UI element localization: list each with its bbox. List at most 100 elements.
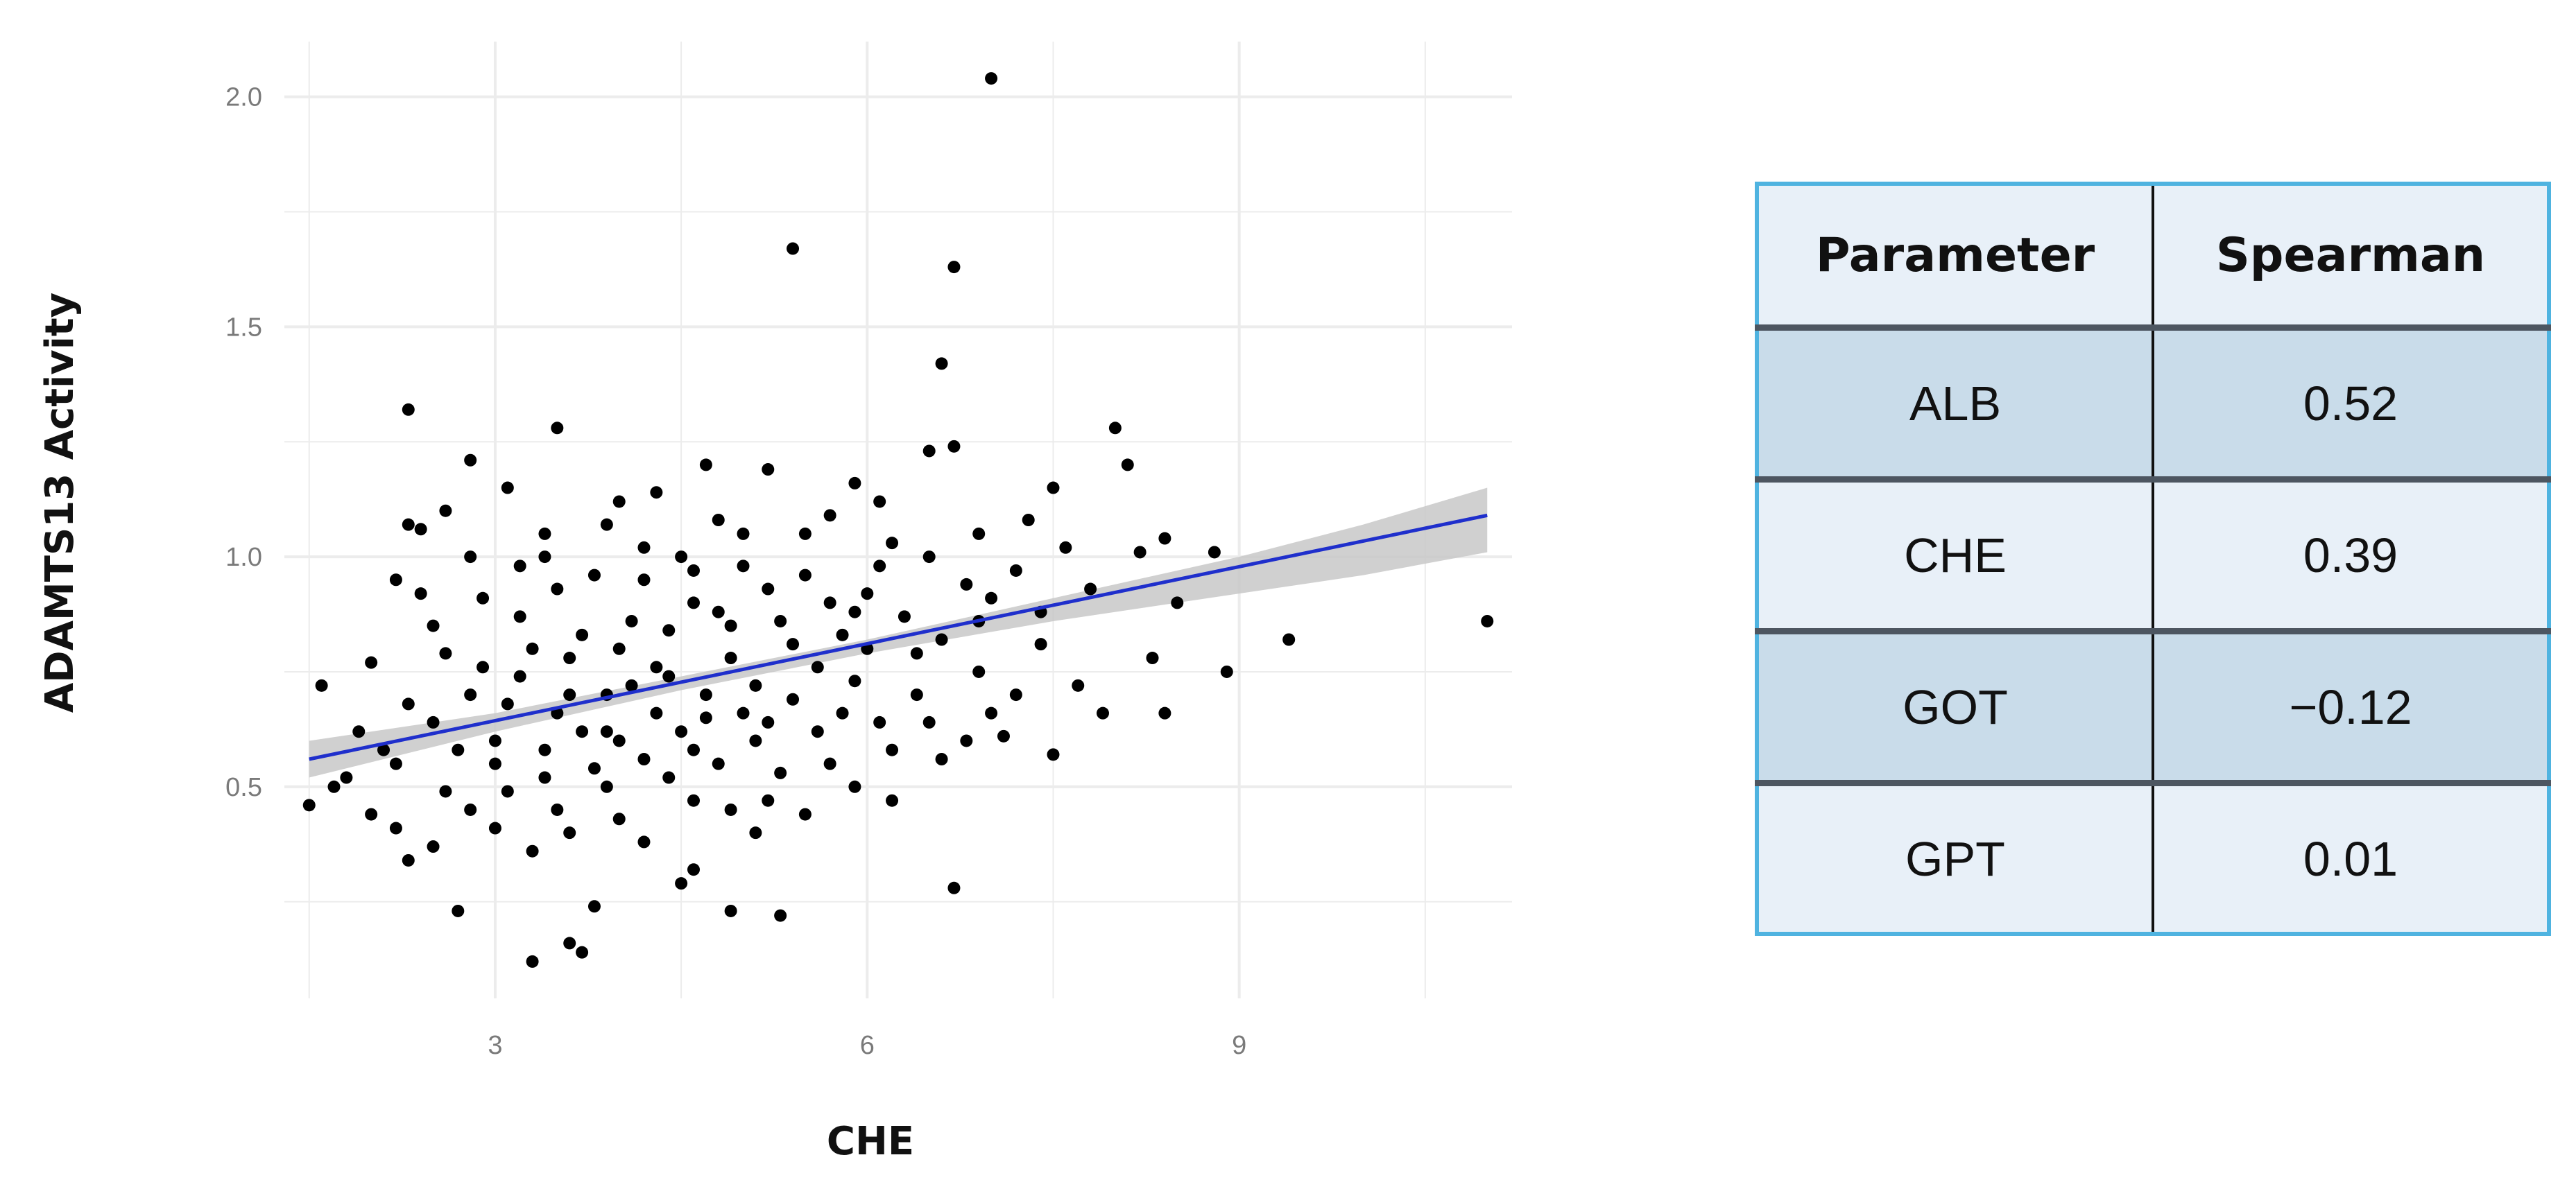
data-point <box>389 573 402 587</box>
spearman-cell: 0.39 <box>2153 476 2549 632</box>
data-point <box>650 486 663 499</box>
data-point <box>427 715 440 729</box>
data-point <box>488 734 501 747</box>
table-row: GOT −0.12 <box>1757 628 2549 783</box>
data-point <box>762 463 775 476</box>
data-point <box>947 881 961 894</box>
data-point <box>687 794 700 807</box>
data-point <box>662 771 676 784</box>
data-point <box>737 527 750 540</box>
data-point <box>898 610 911 623</box>
fit-line <box>309 513 1488 761</box>
data-point <box>749 679 762 692</box>
data-point <box>1034 638 1047 651</box>
y-tick-label: 0.5 <box>225 773 262 802</box>
data-point <box>787 242 800 255</box>
data-point <box>563 826 576 840</box>
data-point <box>886 794 899 807</box>
spearman-cell: 0.52 <box>2153 324 2549 480</box>
data-point <box>538 743 551 756</box>
data-point <box>402 518 415 531</box>
fit-line-layer <box>309 513 1488 761</box>
confidence-band <box>309 487 1488 778</box>
data-point <box>1171 596 1184 609</box>
data-point <box>637 753 651 765</box>
data-point <box>787 638 800 651</box>
data-point <box>997 729 1010 743</box>
data-point <box>576 725 589 738</box>
scatter-chart: 3 6 9 0.5 1.0 1.5 2.0 CHE ADAMTS13 Activity <box>37 42 1512 1164</box>
data-point <box>762 794 775 807</box>
data-point <box>712 757 725 770</box>
data-point <box>798 569 812 582</box>
data-point <box>538 550 551 564</box>
data-point <box>576 628 589 641</box>
data-point <box>1158 532 1171 545</box>
data-point <box>873 559 886 573</box>
data-point <box>675 725 688 738</box>
data-point <box>687 743 700 756</box>
data-point <box>526 955 539 968</box>
data-point <box>650 706 663 720</box>
table-row: CHE 0.39 <box>1757 476 2549 632</box>
data-point <box>811 661 824 674</box>
x-tick-label: 9 <box>1232 1031 1246 1060</box>
parameter-cell: GPT <box>1757 780 2154 934</box>
data-point <box>576 946 589 959</box>
data-point <box>1072 679 1085 692</box>
data-point <box>377 743 390 756</box>
data-point <box>488 757 501 770</box>
spearman-cell: −0.12 <box>2153 628 2549 783</box>
data-point <box>886 537 899 550</box>
data-point <box>724 803 737 816</box>
gridlines <box>284 42 1512 998</box>
data-point <box>600 518 613 531</box>
data-point <box>464 550 477 564</box>
y-axis-title: ADAMTS13 Activity <box>37 293 83 713</box>
data-point <box>538 771 551 784</box>
data-point <box>762 582 775 596</box>
data-point <box>1133 546 1147 559</box>
data-point <box>811 725 824 738</box>
data-point <box>724 619 737 632</box>
y-tick-label: 1.5 <box>225 313 262 342</box>
data-point <box>427 619 440 632</box>
data-point <box>315 679 328 692</box>
data-point <box>985 72 998 85</box>
data-point <box>836 628 849 641</box>
data-point <box>1208 546 1221 559</box>
x-tick-label: 6 <box>860 1031 875 1060</box>
data-point <box>798 808 812 821</box>
data-point <box>712 514 725 526</box>
data-point <box>749 826 762 840</box>
data-point <box>712 605 725 618</box>
data-point <box>551 582 564 596</box>
data-point <box>935 753 948 765</box>
data-point <box>922 550 936 564</box>
data-point <box>687 596 700 609</box>
header-parameter: Parameter <box>1757 184 2154 328</box>
data-point <box>749 734 762 747</box>
data-point <box>340 771 353 784</box>
data-point <box>762 715 775 729</box>
data-point <box>625 679 638 692</box>
data-point <box>737 559 750 573</box>
data-point <box>414 523 427 536</box>
data-point <box>848 675 861 688</box>
header-spearman: Spearman <box>2153 184 2549 328</box>
data-point <box>675 550 688 564</box>
data-point <box>563 688 576 702</box>
data-point <box>947 440 961 453</box>
data-point <box>402 403 415 416</box>
spearman-cell: 0.01 <box>2153 780 2549 934</box>
data-point <box>501 697 514 711</box>
data-point <box>612 642 626 655</box>
data-point <box>1481 614 1494 627</box>
data-point <box>985 591 998 605</box>
data-point <box>774 909 787 922</box>
data-point <box>551 422 564 435</box>
data-point <box>910 647 923 660</box>
data-point <box>452 743 465 756</box>
x-axis-title: CHE <box>827 1119 914 1164</box>
data-point <box>513 670 526 683</box>
